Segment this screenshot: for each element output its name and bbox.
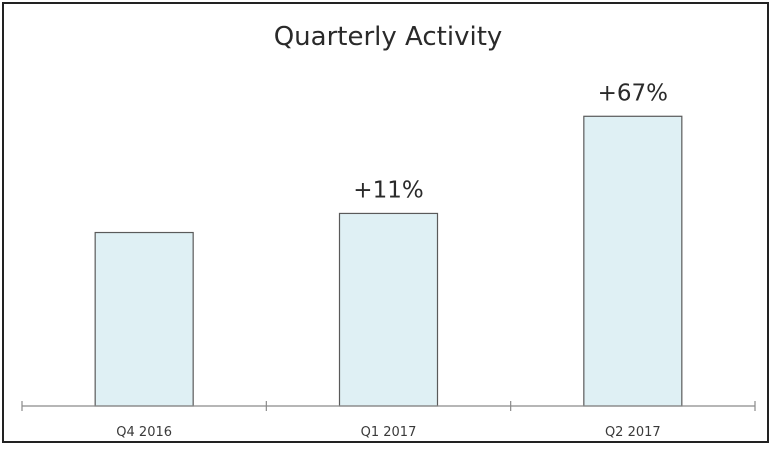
x-axis: Q4 2016 Q1 2017 Q2 2017 <box>21 401 756 440</box>
data-label: +67% <box>598 80 668 106</box>
bar-q4-2016 <box>94 231 194 407</box>
bar-q2-2017 <box>583 115 683 407</box>
data-labels: +11% +67% <box>353 80 668 203</box>
data-label: +11% <box>353 177 423 203</box>
x-tick-label: Q4 2016 <box>116 425 172 440</box>
x-tick-label: Q1 2017 <box>361 425 417 440</box>
x-tick-label: Q2 2017 <box>605 425 661 440</box>
bar-series <box>94 115 683 407</box>
bar-q1-2017 <box>338 212 439 407</box>
chart-title: Quarterly Activity <box>274 22 503 52</box>
